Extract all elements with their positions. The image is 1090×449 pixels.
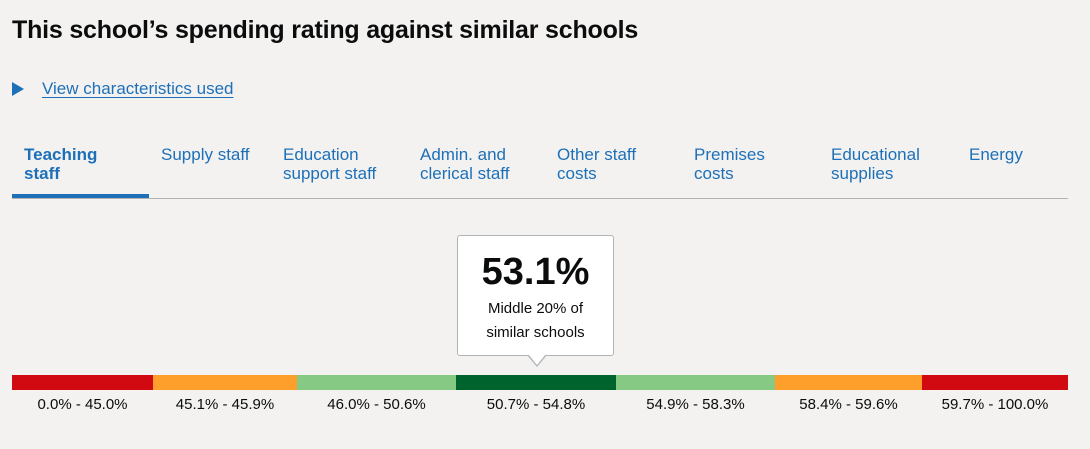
category-tabs: Teaching staff Supply staff Education su… <box>12 142 1068 199</box>
band-segment-7 <box>922 375 1068 390</box>
band-segment-6 <box>775 375 922 390</box>
band-label-6: 58.4% - 59.6% <box>799 396 898 413</box>
band-labels: 0.0% - 45.0% 45.1% - 45.9% 46.0% - 50.6%… <box>12 396 1068 413</box>
band-label-2: 45.1% - 45.9% <box>175 396 275 413</box>
tab-label-line2: clerical staff <box>420 164 510 183</box>
band-segment-2 <box>153 375 297 390</box>
rating-description: Middle 20% of similar schools <box>486 300 585 341</box>
rating-tooltip: 53.1% Middle 20% of similar schools <box>457 235 614 356</box>
rating-value: 53.1% <box>481 251 590 293</box>
tab-label-line2: costs <box>557 164 597 183</box>
tab-teaching-staff[interactable]: Teaching staff <box>12 142 149 198</box>
tab-admin-clerical-staff[interactable]: Admin. and clerical staff <box>420 142 535 196</box>
band-segment-4 <box>456 375 616 390</box>
tab-label-line1: Education <box>283 145 359 164</box>
tab-label-line2: costs <box>694 164 734 183</box>
page-title: This school’s spending rating against si… <box>12 16 639 44</box>
tab-premises-costs[interactable]: Premises costs <box>694 142 794 196</box>
tab-label-line1: Supply staff <box>161 145 250 164</box>
band-label-7: 59.7% - 100.0% <box>941 396 1049 413</box>
tab-label-line1: Other staff <box>557 145 637 164</box>
tooltip-pointer-fill <box>528 354 546 365</box>
tab-label-line1: Admin. and <box>420 145 506 164</box>
tab-label-line1: Teaching <box>24 145 98 164</box>
characteristics-details[interactable]: View characteristics used <box>12 79 234 99</box>
caret-right-icon[interactable] <box>12 82 24 96</box>
band-label-4: 50.7% - 54.8% <box>486 396 586 413</box>
tab-label-line1: Educational <box>831 145 920 164</box>
tab-supply-staff[interactable]: Supply staff <box>161 142 271 196</box>
band-segment-3 <box>297 375 456 390</box>
tab-educational-supplies[interactable]: Educational supplies <box>831 142 941 196</box>
band-segment-5 <box>616 375 775 390</box>
band-label-1: 0.0% - 45.0% <box>37 396 128 413</box>
tab-label-line2: supplies <box>831 164 894 183</box>
tab-education-support-staff[interactable]: Education support staff <box>283 142 403 196</box>
band-label-3: 46.0% - 50.6% <box>327 396 426 413</box>
view-characteristics-link[interactable]: View characteristics used <box>42 79 234 98</box>
tab-label-line1: Premises <box>694 145 765 164</box>
tab-energy[interactable]: Energy <box>969 142 1049 196</box>
tab-label-line1: Energy <box>969 145 1023 164</box>
band-segment-1 <box>12 375 153 390</box>
tab-label-line2: staff <box>24 164 60 183</box>
tab-label-line2: support staff <box>283 164 377 183</box>
band-label-5: 54.9% - 58.3% <box>646 396 745 413</box>
tab-other-staff-costs[interactable]: Other staff costs <box>557 142 657 196</box>
rating-band-bar <box>12 375 1068 390</box>
